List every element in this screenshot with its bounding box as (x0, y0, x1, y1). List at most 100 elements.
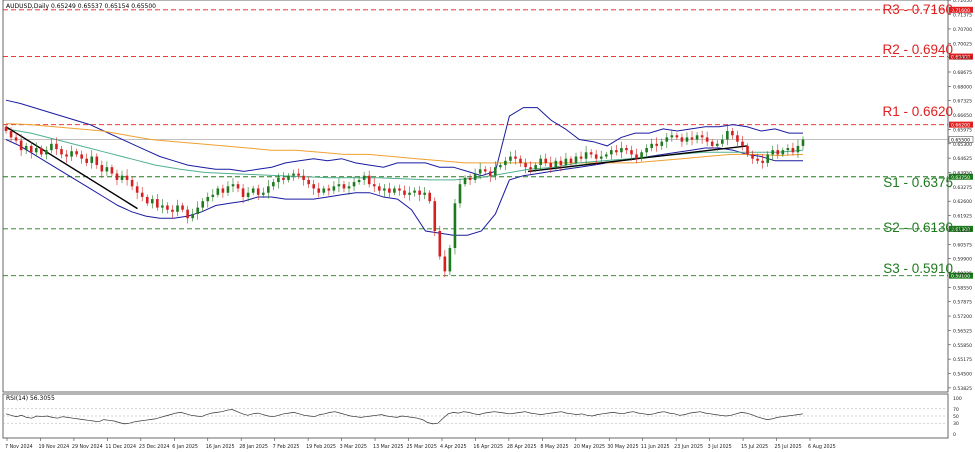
candle-body (251, 188, 255, 193)
candle-body (615, 150, 618, 153)
candle-body (75, 151, 78, 155)
level-label-s2: S2 - 0.6130 (883, 220, 953, 235)
candle-body (655, 143, 659, 146)
candle-body (478, 169, 482, 174)
candle-body (610, 150, 613, 155)
candle-body (206, 196, 210, 202)
rsi-header: RSI(14) 56.3055 (6, 395, 55, 402)
candle-body (403, 190, 406, 195)
candle-body (549, 162, 553, 168)
candle-body (524, 162, 527, 168)
candle-body (710, 141, 714, 146)
candle-body (579, 156, 583, 159)
x-tick-label: 29 Nov 2024 (72, 444, 103, 450)
candle-body (766, 154, 769, 163)
candle-body (100, 165, 104, 172)
main-panel-frame (2, 0, 949, 439)
level-label-s3: S3 - 0.5910 (883, 261, 953, 276)
candle-body (448, 248, 452, 272)
candle-body (473, 173, 477, 180)
candle-body (377, 186, 381, 191)
candle-body (317, 188, 321, 193)
candle-body (504, 160, 507, 166)
symbol-label: AUDUSD,Daily (6, 3, 50, 10)
candle-body (292, 173, 295, 176)
candle-body (544, 158, 548, 163)
x-tick-label: 3 Mar 2025 (340, 444, 367, 450)
candle-body (95, 156, 99, 166)
candle-body (468, 177, 472, 180)
candle-body (211, 194, 215, 197)
candle-body (499, 165, 502, 168)
candle-body (569, 158, 573, 163)
candle-body (191, 213, 194, 219)
candle-body (675, 135, 679, 138)
candle-body (327, 188, 331, 191)
candle-body (645, 148, 648, 153)
candle-body (135, 186, 139, 193)
level-tag-s2 (949, 225, 973, 232)
candle-body (236, 184, 240, 189)
rsi-line (5, 409, 804, 425)
x-tick-label: 6 Jan 2025 (172, 444, 198, 450)
trendline-1 (5, 126, 138, 210)
candle-body (181, 205, 184, 210)
candle-body (156, 199, 159, 208)
level-tag-s1 (949, 173, 973, 180)
x-tick-label: 28 Apr 2025 (507, 444, 537, 450)
candle-body (529, 167, 532, 170)
candle-body (221, 188, 225, 193)
candle-body (246, 192, 250, 197)
candle-body (423, 192, 426, 195)
candle-body (554, 160, 558, 168)
candle-body (367, 175, 371, 185)
y-tick-label: 0.54500 (953, 371, 972, 377)
y-tick-label: 0.55850 (953, 343, 972, 349)
bollinger-upper-line (5, 99, 803, 177)
candle-body (34, 148, 38, 153)
candle-body (413, 190, 416, 193)
x-tick-label: 25 Mar 2025 (407, 444, 437, 450)
candle-body (55, 143, 58, 150)
x-tick-label: 25 Jul 2025 (775, 444, 802, 450)
candle-body (620, 148, 623, 153)
candle-body (70, 151, 73, 157)
level-tag-text-s1: 0.63750 (951, 175, 970, 181)
candle-body (130, 179, 134, 187)
candle-body (231, 184, 235, 187)
x-tick-label: 19 Feb 2025 (306, 444, 336, 450)
candle-body (45, 150, 48, 155)
x-tick-label: 23 Dec 2024 (139, 444, 170, 450)
level-tag-text-s3: 0.59100 (951, 274, 970, 280)
candle-body (312, 184, 316, 189)
candle-body (80, 154, 83, 159)
candle-body (161, 205, 164, 208)
level-tag-s3 (949, 272, 973, 279)
candle-body (650, 143, 653, 149)
candle-body (105, 167, 109, 172)
candle-body (428, 192, 432, 202)
candle-body (443, 256, 447, 272)
support-resistance-lines: 0.71600 0.69400 0.66200 0.63750 0.61300 0.591… (3, 6, 974, 280)
candle-body (201, 201, 205, 208)
candle-body (19, 140, 23, 151)
rsi-tick-label: 70 (953, 407, 959, 413)
y-tick-label: 0.68675 (953, 70, 972, 76)
candle-body (302, 175, 305, 180)
candlesticks (4, 124, 805, 278)
y-tick-label: 0.65975 (953, 127, 972, 133)
candle-body (4, 126, 8, 132)
level-tag-text-r3: 0.71600 (951, 8, 970, 14)
candle-body (685, 137, 689, 142)
level-label-s1: S1 - 0.6375 (883, 175, 953, 190)
candle-body (796, 145, 800, 153)
candle-body (534, 165, 537, 170)
candle-body (705, 137, 709, 142)
candle-body (29, 145, 33, 153)
candle-body (322, 188, 326, 193)
candle-body (342, 184, 346, 189)
ma-green-line (5, 128, 804, 181)
candle-body (433, 201, 437, 231)
candle-body (90, 156, 94, 163)
